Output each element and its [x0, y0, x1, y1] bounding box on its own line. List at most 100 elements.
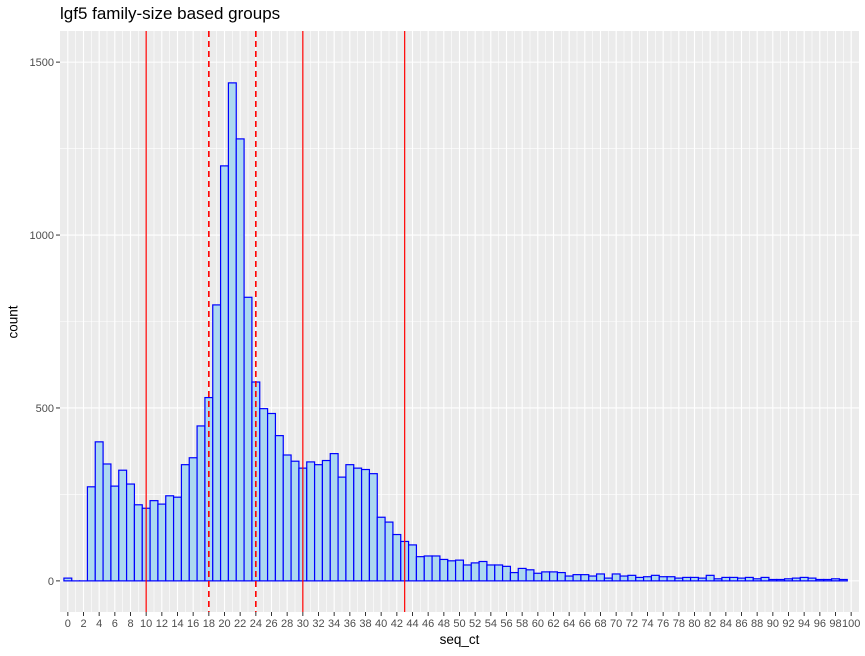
histogram-bar [752, 578, 762, 582]
histogram-bar [212, 304, 222, 582]
histogram-bar [165, 495, 175, 582]
histogram-bar [823, 578, 833, 582]
x-tick-label: 86 [735, 618, 747, 630]
histogram-bar [313, 464, 324, 582]
x-tick-label: 16 [187, 618, 199, 630]
x-tick-label: 44 [406, 618, 418, 630]
x-tick-label: 56 [500, 618, 512, 630]
x-tick-label: 20 [218, 618, 230, 630]
histogram-bar [337, 476, 347, 582]
histogram-bar [415, 556, 425, 582]
x-tick-label: 52 [469, 618, 481, 630]
histogram-bar [595, 573, 606, 582]
histogram-bar [666, 576, 676, 582]
y-tick-label: 1000 [30, 230, 54, 242]
histogram-bar [541, 571, 551, 582]
histogram-bar [454, 559, 465, 582]
histogram-bar [501, 565, 512, 582]
y-tick-label: 1500 [30, 57, 54, 69]
histogram-bar [564, 575, 574, 582]
histogram-bar [94, 441, 104, 582]
histogram-bar [619, 575, 629, 582]
histogram-bar [548, 571, 559, 582]
x-tick-label: 88 [751, 618, 763, 630]
x-tick-label: 14 [171, 618, 183, 630]
histogram-bar [274, 435, 284, 582]
x-tick-label: 72 [626, 618, 638, 630]
histogram-bar [266, 412, 277, 582]
histogram-bar [282, 454, 292, 582]
histogram-bar [259, 408, 269, 582]
x-tick-label: 6 [112, 618, 118, 630]
histogram-bar [658, 576, 668, 582]
histogram-bar [290, 460, 300, 582]
histogram-bar [376, 516, 386, 582]
x-tick-label: 40 [375, 618, 387, 630]
histogram-bar [188, 457, 198, 582]
histogram-bar [588, 575, 598, 582]
histogram-bar [180, 464, 190, 582]
x-tick-label: 0 [65, 618, 71, 630]
histogram-bar [470, 562, 480, 582]
x-tick-label: 38 [359, 618, 371, 630]
histogram-bar [149, 500, 159, 582]
histogram-bar [642, 576, 653, 582]
histogram-bar [329, 453, 339, 582]
histogram-bar [838, 578, 848, 582]
x-tick-label: 98 [829, 618, 841, 630]
histogram-bar [776, 578, 786, 582]
histogram-bar [791, 577, 801, 582]
x-tick-label: 78 [673, 618, 685, 630]
histogram-bar [674, 577, 684, 582]
histogram-bar [439, 558, 449, 582]
x-tick-label: 10 [140, 618, 152, 630]
histogram-bar [760, 576, 770, 582]
histogram-bar [556, 571, 566, 582]
histogram-bar [580, 574, 590, 582]
histogram-bar [227, 82, 237, 582]
histogram-bar [86, 486, 96, 582]
x-tick-label: 48 [438, 618, 450, 630]
x-tick-label: 66 [579, 618, 591, 630]
x-tick-label: 68 [594, 618, 606, 630]
histogram-bar [697, 577, 707, 582]
x-tick-label: 70 [610, 618, 622, 630]
y-axis-label: count [5, 305, 21, 339]
histogram-bar [729, 576, 739, 582]
histogram-bar [486, 564, 496, 582]
histogram-bar [110, 485, 120, 582]
x-tick-label: 18 [203, 618, 215, 630]
x-tick-label: 60 [532, 618, 544, 630]
histogram-bar [744, 576, 754, 582]
x-tick-label: 76 [657, 618, 669, 630]
histogram-bar [635, 576, 645, 582]
histogram-bar [172, 496, 183, 582]
histogram-bar [478, 560, 488, 582]
x-tick-label: 46 [422, 618, 434, 630]
histogram-bar [353, 467, 363, 582]
x-tick-label: 22 [234, 618, 246, 630]
chart-title: lgf5 family-size based groups [60, 4, 281, 23]
histogram-bar [517, 567, 527, 582]
histogram-bar [133, 504, 143, 582]
x-tick-label: 100 [842, 618, 860, 630]
histogram-bar [345, 464, 355, 582]
histogram-bar [157, 503, 167, 582]
y-tick-label: 0 [48, 576, 54, 588]
x-tick-label: 74 [641, 618, 653, 630]
histogram-bar [392, 533, 402, 582]
x-tick-label: 92 [782, 618, 794, 630]
histogram-bar [118, 469, 128, 582]
histogram-bar [235, 138, 245, 582]
histogram-bar [830, 578, 841, 582]
x-tick-label: 4 [96, 618, 102, 630]
histogram-bar [447, 560, 457, 582]
x-tick-label: 84 [720, 618, 732, 630]
x-tick-label: 12 [156, 618, 168, 630]
x-tick-label: 34 [328, 618, 340, 630]
histogram-bar [384, 521, 394, 582]
x-tick-label: 94 [798, 618, 810, 630]
histogram-bar [368, 473, 378, 582]
histogram-bar [102, 463, 112, 582]
